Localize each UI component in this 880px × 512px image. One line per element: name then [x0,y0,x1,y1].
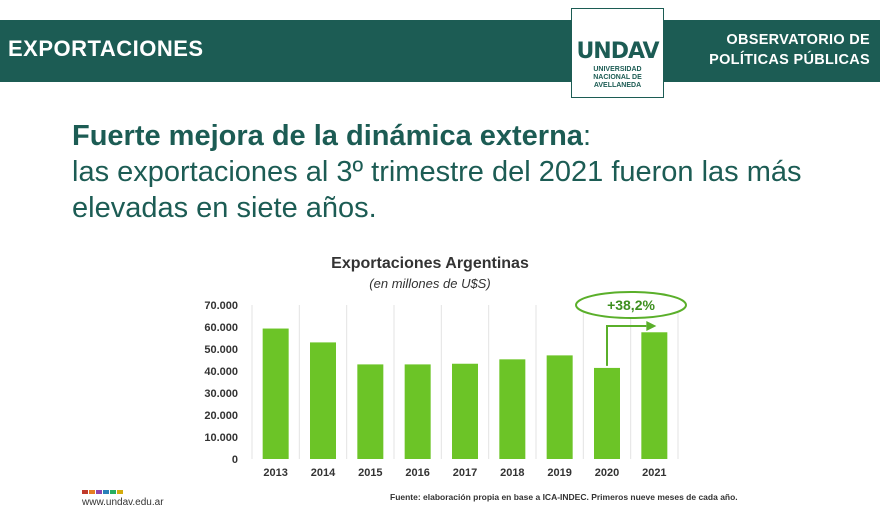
annotation-label: +38,2% [607,297,655,313]
footer-swatch [117,490,123,494]
section-title: EXPORTACIONES [8,36,204,61]
bar-2019 [546,355,573,459]
observatory-title: OBSERVATORIO DE POLÍTICAS PÚBLICAS [709,32,870,68]
y-tick-label: 50.000 [204,344,238,356]
bar-2016 [404,364,431,459]
bar-2018 [499,359,526,459]
bar-2013 [262,328,289,459]
x-tick-label: 2014 [311,467,336,479]
logo-wordmark: UNDAV [576,39,659,64]
x-tick-label: 2018 [500,467,524,479]
footer-swatch [110,490,116,494]
bar-2020 [594,367,620,459]
x-tick-label: 2013 [263,467,287,479]
footer-swatch [89,490,95,494]
headline-rest: las exportaciones al 3º trimestre del 20… [72,156,802,224]
footer-source: Fuente: elaboración propia en base a ICA… [390,492,738,502]
logo-subtext: UNIVERSIDAD NACIONAL DE AVELLANEDA [593,66,642,89]
x-tick-label: 2019 [547,467,571,479]
footer-swatch [103,490,109,494]
y-tick-label: 10.000 [204,432,238,444]
headline-colon: : [582,120,591,152]
footer-url[interactable]: www.undav.edu.ar [82,497,164,508]
chart-title: Exportaciones Argentinas [331,255,529,272]
bar-2021 [641,332,668,459]
chart-subtitle: (en millones de U$S) [369,276,490,291]
headline: Fuerte mejora de la dinámica externa: la… [72,118,862,226]
annotation-oval [575,291,687,319]
undav-logo: UNDAV UNIVERSIDAD NACIONAL DE AVELLANEDA [571,8,664,98]
x-tick-label: 2016 [405,467,429,479]
header-bar [0,20,880,82]
y-tick-label: 20.000 [204,410,238,422]
x-tick-label: 2017 [453,467,477,479]
y-tick-label: 40.000 [204,366,238,378]
footer-swatch [82,490,88,494]
bar-2014 [310,342,336,459]
y-tick-label: 30.000 [204,388,238,400]
annotation-arrow-line [606,325,647,366]
y-tick-label: 0 [232,454,238,466]
x-tick-label: 2021 [642,467,666,479]
headline-bold: Fuerte mejora de la dinámica externa [72,120,583,152]
y-tick-label: 60.000 [204,322,238,334]
y-tick-label: 70.000 [204,300,238,312]
bar-2017 [452,363,478,459]
x-tick-label: 2020 [595,467,619,479]
x-tick-label: 2015 [358,467,382,479]
bar-2015 [357,364,384,459]
annotation-arrowhead [646,321,657,331]
footer-swatch [96,490,102,494]
